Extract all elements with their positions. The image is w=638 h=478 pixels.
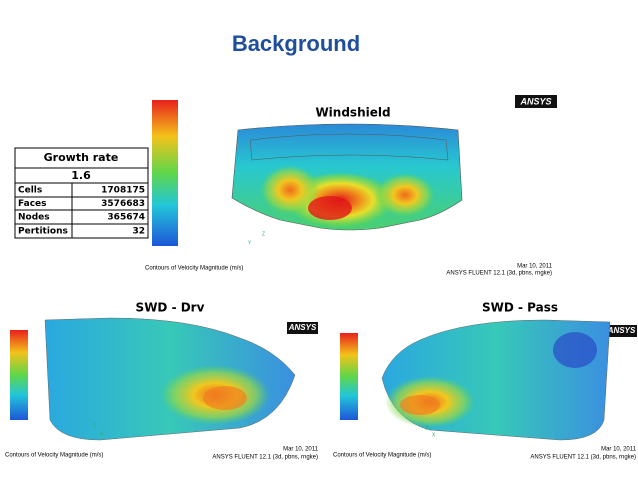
axis-label: Z — [425, 425, 428, 431]
logo-box — [515, 95, 557, 108]
panel-label: SWD - Drv — [136, 301, 205, 315]
row-label: Faces — [18, 199, 47, 209]
row-value: 365674 — [107, 213, 145, 223]
logo: ANSYS — [607, 326, 636, 335]
data-table: Growth rate 1.6 Cells 1708175 Faces 3576… — [14, 147, 149, 239]
axis-label: Y — [248, 240, 252, 246]
caption: Contours of Velocity Magnitude (m/s) — [5, 453, 103, 459]
color-bar — [340, 333, 358, 420]
windshield-contour — [231, 123, 463, 231]
slide-title: Background — [232, 31, 360, 56]
logo: ANSYS — [519, 96, 551, 106]
solver: ANSYS FLUENT 12.1 (3d, pbns, rngke) — [530, 455, 636, 461]
row-label: Pertitions — [18, 227, 68, 237]
panel-label: SWD - Pass — [482, 301, 558, 315]
panel-label: Windshield — [315, 106, 390, 120]
date: Mar 10, 2011 — [601, 447, 637, 453]
row-value: 1708175 — [101, 186, 145, 196]
axis-label: Z — [93, 423, 96, 429]
logo-box — [287, 322, 318, 334]
driver-window-contour — [44, 317, 296, 441]
axis-label: X — [100, 431, 104, 437]
row-value: 32 — [132, 227, 145, 237]
logo: ANSYS — [288, 323, 317, 332]
axis-label: X — [432, 432, 436, 438]
axis-label: Z — [262, 231, 265, 237]
caption: Contours of Velocity Magnitude (m/s) — [145, 266, 243, 272]
table-subheader: 1.6 — [71, 169, 91, 182]
solver: ANSYS FLUENT 12.1 (3d, pbns, rngke) — [446, 271, 552, 277]
solver: ANSYS FLUENT 12.1 (3d, pbns, rngke) — [212, 455, 318, 461]
passenger-window-contour — [381, 319, 611, 441]
row-label: Nodes — [18, 213, 50, 223]
table-frame — [14, 147, 149, 239]
date: Mar 10, 2011 — [517, 264, 553, 270]
logo-box — [606, 325, 637, 337]
table-header: Growth rate — [44, 151, 119, 164]
date: Mar 10, 2011 — [283, 447, 319, 453]
caption: Contours of Velocity Magnitude (m/s) — [333, 453, 431, 459]
row-value: 3576683 — [101, 199, 145, 209]
row-label: Cells — [18, 186, 42, 196]
color-bar — [10, 330, 28, 420]
color-bar — [152, 100, 178, 246]
